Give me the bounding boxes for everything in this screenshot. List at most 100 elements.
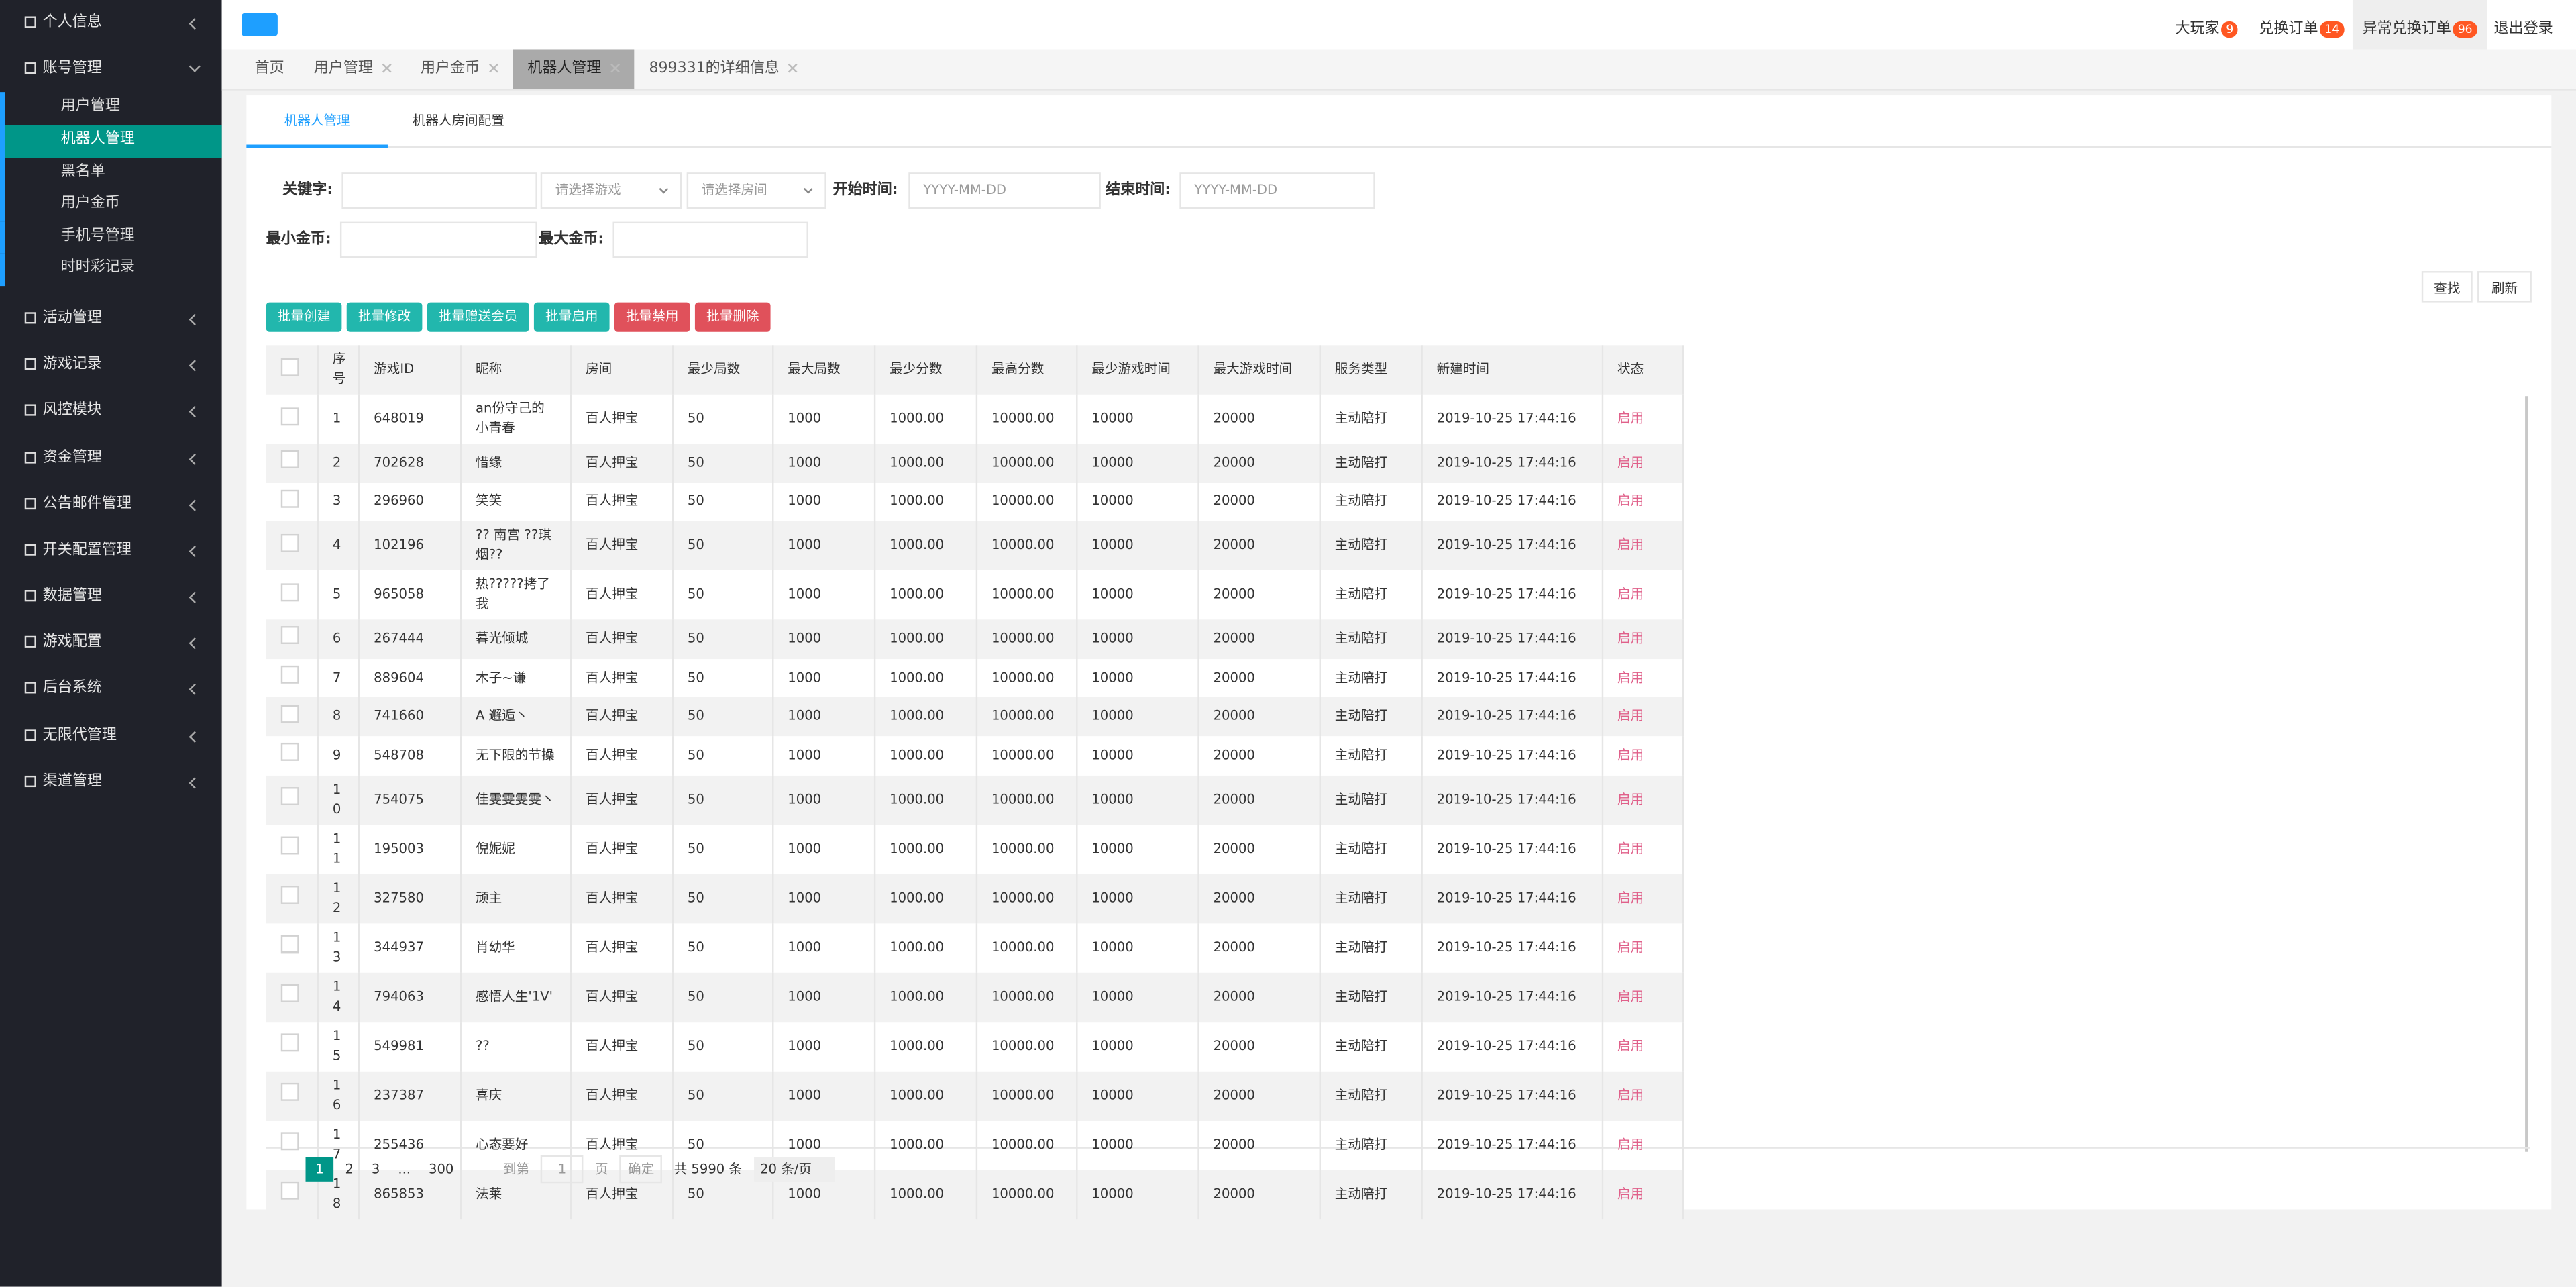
checkbox[interactable] xyxy=(280,886,299,905)
logout[interactable]: 退出登录 xyxy=(2493,21,2553,38)
button[interactable]: 刷新 xyxy=(2477,271,2532,303)
cell[interactable]: 启用 xyxy=(1601,570,1683,620)
checkbox[interactable] xyxy=(280,582,299,601)
menu-item[interactable]: 风控模块 xyxy=(0,389,222,435)
header-link[interactable]: 大玩家 9 xyxy=(2165,0,2249,49)
cell[interactable]: 启用 xyxy=(1601,736,1683,775)
tab-close[interactable] xyxy=(488,62,498,72)
batch-button[interactable]: 批量禁用 xyxy=(614,302,690,332)
batch-button[interactable]: 批量赠送会员 xyxy=(427,302,529,332)
checkbox[interactable] xyxy=(280,450,299,469)
checkbox[interactable] xyxy=(280,666,299,684)
page-size[interactable]: 20 条/页 xyxy=(753,1157,835,1182)
cell[interactable]: 启用 xyxy=(1601,697,1683,737)
cell[interactable]: 启用 xyxy=(1601,972,1683,1022)
input[interactable]: YYYY-MM-DD xyxy=(908,172,1101,209)
tab-close[interactable] xyxy=(381,62,391,72)
tab-close[interactable] xyxy=(788,62,798,72)
button[interactable]: 查找 xyxy=(2421,271,2473,303)
menu-item[interactable]: 后台系统 xyxy=(0,666,222,713)
cell[interactable]: 启用 xyxy=(1601,482,1683,521)
input[interactable] xyxy=(612,221,808,258)
checkbox[interactable] xyxy=(280,1083,299,1101)
menu-item[interactable]: 开关配置管理 xyxy=(0,527,222,574)
menu-item[interactable]: 游戏配置 xyxy=(0,620,222,666)
checkbox[interactable] xyxy=(280,357,299,376)
tab-close[interactable] xyxy=(610,62,620,72)
submenu-item[interactable]: 时时彩记录 xyxy=(0,253,222,286)
cell[interactable]: 启用 xyxy=(1601,1021,1683,1071)
tab[interactable]: 899331的详细信息 xyxy=(634,49,812,89)
checkbox[interactable] xyxy=(280,787,299,806)
cell[interactable]: 启用 xyxy=(1601,1120,1683,1170)
checkbox[interactable] xyxy=(280,935,299,954)
header-link[interactable]: 异常兑换订单 96 xyxy=(2352,0,2487,50)
page[interactable]: 1 xyxy=(305,1157,334,1182)
checkbox[interactable] xyxy=(280,407,299,425)
input[interactable]: YYYY-MM-DD xyxy=(1179,172,1375,209)
cell[interactable]: 启用 xyxy=(1601,873,1683,923)
checkbox[interactable] xyxy=(280,1181,299,1200)
cell[interactable]: 启用 xyxy=(1601,444,1683,483)
menu-item[interactable]: 数据管理 xyxy=(0,574,222,620)
page[interactable]: 300 xyxy=(428,1162,454,1177)
batch-button[interactable]: 批量启用 xyxy=(533,302,610,332)
menu-item[interactable]: 活动管理 xyxy=(0,296,222,342)
cell[interactable]: 启用 xyxy=(1601,1169,1683,1219)
submenu-item[interactable]: 手机号管理 xyxy=(0,221,222,254)
checkbox[interactable] xyxy=(280,704,299,723)
input[interactable] xyxy=(339,221,537,258)
input[interactable] xyxy=(341,172,537,209)
checkbox[interactable] xyxy=(280,533,299,552)
cell[interactable]: 启用 xyxy=(1601,619,1683,659)
checkbox[interactable] xyxy=(280,984,299,1003)
cell[interactable]: 启用 xyxy=(1601,658,1683,698)
cell[interactable]: 启用 xyxy=(1601,824,1683,874)
cell[interactable]: 启用 xyxy=(1601,923,1683,972)
submenu-item[interactable]: 用户管理 xyxy=(0,93,222,125)
tab[interactable]: 机器人管理 xyxy=(513,49,635,89)
subtab[interactable]: 机器人管理 xyxy=(246,95,388,148)
page[interactable]: 2 xyxy=(345,1162,354,1177)
checkbox[interactable] xyxy=(280,743,299,762)
submenu-item[interactable]: 黑名单 xyxy=(0,157,222,190)
cell[interactable]: 启用 xyxy=(1601,1070,1683,1121)
tab[interactable]: 用户金币 xyxy=(406,49,513,89)
menu-item[interactable]: 资金管理 xyxy=(0,435,222,481)
checkbox[interactable] xyxy=(280,627,299,646)
batch-button[interactable]: 批量创建 xyxy=(266,302,342,332)
tab[interactable]: 首页 xyxy=(240,49,299,89)
cell xyxy=(266,1070,318,1121)
checkbox[interactable] xyxy=(280,1033,299,1052)
menu-item[interactable]: 无限代管理 xyxy=(0,713,222,759)
submenu-item[interactable]: 机器人管理 xyxy=(0,125,222,158)
page[interactable]: 3 xyxy=(371,1162,380,1177)
menu-item[interactable]: 渠道管理 xyxy=(0,759,222,805)
checkbox[interactable] xyxy=(280,1132,299,1151)
checkbox[interactable] xyxy=(280,489,299,508)
submenu-item[interactable]: 用户金币 xyxy=(0,189,222,222)
batch-button[interactable]: 批量删除 xyxy=(694,302,771,332)
header-link[interactable]: 兑换订单 14 xyxy=(2249,0,2355,49)
select[interactable]: 请选择房间 xyxy=(686,172,826,209)
confirm[interactable]: 确定 xyxy=(619,1155,663,1184)
batch-button[interactable]: 批量修改 xyxy=(346,302,423,332)
cell: 6 xyxy=(317,619,360,659)
table-row: 6 267444 暮光倾城 百人押宝 50 1000 1000.00 10000.00 1000… xyxy=(266,619,1683,659)
prev[interactable] xyxy=(274,1157,301,1182)
checkbox[interactable] xyxy=(280,836,299,855)
cell[interactable]: 启用 xyxy=(1601,521,1683,571)
select[interactable]: 请选择游戏 xyxy=(540,172,682,209)
next[interactable] xyxy=(466,1157,492,1182)
page-input[interactable]: 1 xyxy=(541,1155,584,1184)
tab[interactable]: 用户管理 xyxy=(299,49,406,89)
menu-item[interactable]: 个人信息 xyxy=(0,0,222,46)
subtab[interactable]: 机器人房间配置 xyxy=(412,113,504,129)
menu-item[interactable]: 账号管理 xyxy=(0,46,222,93)
cell[interactable]: 启用 xyxy=(1601,774,1683,825)
menu-toggle[interactable] xyxy=(241,13,278,36)
menu-item[interactable]: 游戏记录 xyxy=(0,342,222,389)
cell: 10000 xyxy=(1076,1120,1199,1170)
cell[interactable]: 启用 xyxy=(1601,394,1683,444)
menu-item[interactable]: 公告邮件管理 xyxy=(0,481,222,527)
